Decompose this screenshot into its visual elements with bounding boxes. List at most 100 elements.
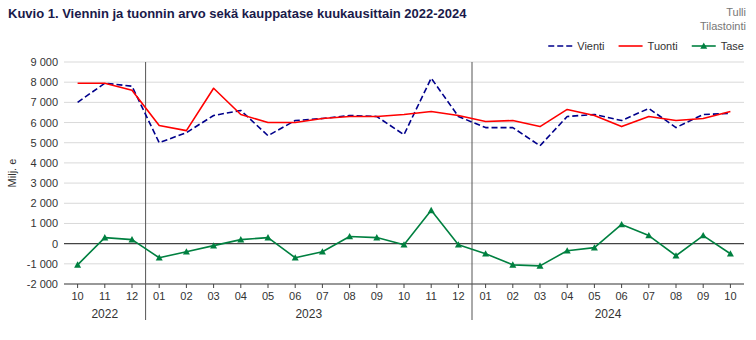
x-tick bbox=[77, 284, 78, 288]
y-tick-label: 4 000 bbox=[30, 157, 58, 169]
x-tick-label: 03 bbox=[207, 290, 219, 302]
x-tick bbox=[730, 284, 731, 288]
legend-item: Vienti bbox=[548, 40, 604, 52]
series-marker bbox=[618, 221, 625, 227]
series-marker bbox=[727, 250, 734, 256]
x-tick bbox=[540, 284, 541, 288]
legend-swatch bbox=[548, 45, 572, 47]
series-marker bbox=[265, 234, 272, 240]
year-divider bbox=[472, 62, 473, 320]
grid-line bbox=[64, 82, 744, 83]
x-tick-label: 06 bbox=[289, 290, 301, 302]
x-tick bbox=[431, 284, 432, 288]
legend-swatch bbox=[619, 45, 643, 47]
series-line bbox=[78, 78, 731, 146]
series-marker bbox=[509, 261, 516, 267]
x-tick bbox=[485, 284, 486, 288]
series-marker bbox=[455, 241, 462, 247]
year-divider bbox=[145, 62, 146, 320]
legend-label: Vienti bbox=[577, 40, 604, 52]
series-marker bbox=[645, 232, 652, 238]
series-marker bbox=[346, 233, 353, 239]
grid-line bbox=[64, 62, 744, 63]
y-tick-label: 1 000 bbox=[30, 217, 58, 229]
y-tick-label: 2 000 bbox=[30, 197, 58, 209]
x-tick-label: 11 bbox=[99, 290, 110, 302]
x-tick-label: 09 bbox=[371, 290, 383, 302]
series-marker bbox=[319, 248, 326, 254]
x-tick bbox=[240, 284, 241, 288]
x-tick-label: 07 bbox=[643, 290, 655, 302]
watermark: Tulli bbox=[726, 6, 746, 18]
series-marker bbox=[700, 232, 707, 238]
x-tick bbox=[404, 284, 405, 288]
x-tick bbox=[322, 284, 323, 288]
year-label: 2022 bbox=[91, 307, 118, 321]
x-tick bbox=[186, 284, 187, 288]
y-tick-label: 9 000 bbox=[30, 56, 58, 68]
x-tick-label: 09 bbox=[697, 290, 709, 302]
series-marker bbox=[482, 250, 489, 256]
legend-label: Tuonti bbox=[648, 40, 678, 52]
x-tick-label: 10 bbox=[724, 290, 736, 302]
x-tick-label: 04 bbox=[561, 290, 573, 302]
series-marker bbox=[74, 261, 81, 267]
legend-item: Tuonti bbox=[619, 40, 678, 52]
legend-marker bbox=[700, 43, 707, 49]
grid-line bbox=[64, 203, 744, 204]
legend: VientiTuontiTase bbox=[548, 40, 744, 52]
series-marker bbox=[129, 236, 136, 242]
series-marker bbox=[591, 244, 598, 250]
series-line bbox=[78, 210, 731, 266]
y-tick-label: 7 000 bbox=[30, 96, 58, 108]
series-marker bbox=[537, 262, 544, 268]
x-tick-label: 08 bbox=[670, 290, 682, 302]
x-tick bbox=[567, 284, 568, 288]
x-tick bbox=[458, 284, 459, 288]
x-tick-label: 04 bbox=[235, 290, 247, 302]
x-tick bbox=[594, 284, 595, 288]
y-tick-label: 3 000 bbox=[30, 177, 58, 189]
x-tick-label: 05 bbox=[588, 290, 600, 302]
y-axis-label: Milj. e bbox=[6, 159, 18, 188]
series-marker bbox=[183, 248, 190, 254]
grid-line bbox=[64, 122, 744, 123]
x-tick bbox=[648, 284, 649, 288]
y-tick-label: 5 000 bbox=[30, 137, 58, 149]
grid-line bbox=[64, 223, 744, 224]
x-tick bbox=[213, 284, 214, 288]
year-label: 2023 bbox=[295, 307, 322, 321]
y-tick-label: 0 bbox=[52, 238, 58, 250]
x-tick-label: 10 bbox=[398, 290, 410, 302]
series-marker bbox=[156, 254, 163, 260]
x-tick-label: 08 bbox=[343, 290, 355, 302]
x-tick-label: 12 bbox=[452, 290, 464, 302]
series-marker bbox=[428, 207, 435, 213]
x-tick bbox=[376, 284, 377, 288]
grid-line bbox=[64, 263, 744, 264]
x-tick-label: 05 bbox=[262, 290, 274, 302]
y-tick-label: 8 000 bbox=[30, 76, 58, 88]
x-tick bbox=[512, 284, 513, 288]
x-tick bbox=[132, 284, 133, 288]
x-tick bbox=[703, 284, 704, 288]
x-tick-label: 02 bbox=[180, 290, 192, 302]
grid bbox=[64, 62, 744, 284]
year-label: 2024 bbox=[595, 307, 622, 321]
legend-items: VientiTuontiTase bbox=[548, 40, 744, 52]
x-tick bbox=[159, 284, 160, 288]
x-tick bbox=[104, 284, 105, 288]
x-tick-label: 10 bbox=[71, 290, 83, 302]
x-tick-label: 02 bbox=[507, 290, 519, 302]
series-marker bbox=[292, 254, 299, 260]
x-tick bbox=[268, 284, 269, 288]
x-tick-label: 01 bbox=[479, 290, 491, 302]
series-marker bbox=[673, 252, 680, 258]
x-tick-label: 06 bbox=[615, 290, 627, 302]
series-marker bbox=[564, 247, 571, 253]
grid-line bbox=[64, 102, 744, 103]
series-marker bbox=[210, 242, 217, 248]
x-tick bbox=[295, 284, 296, 288]
chart: -2 000-1 00001 0002 0003 0004 0005 0006 … bbox=[0, 0, 756, 340]
y-tick-label: 6 000 bbox=[30, 117, 58, 129]
